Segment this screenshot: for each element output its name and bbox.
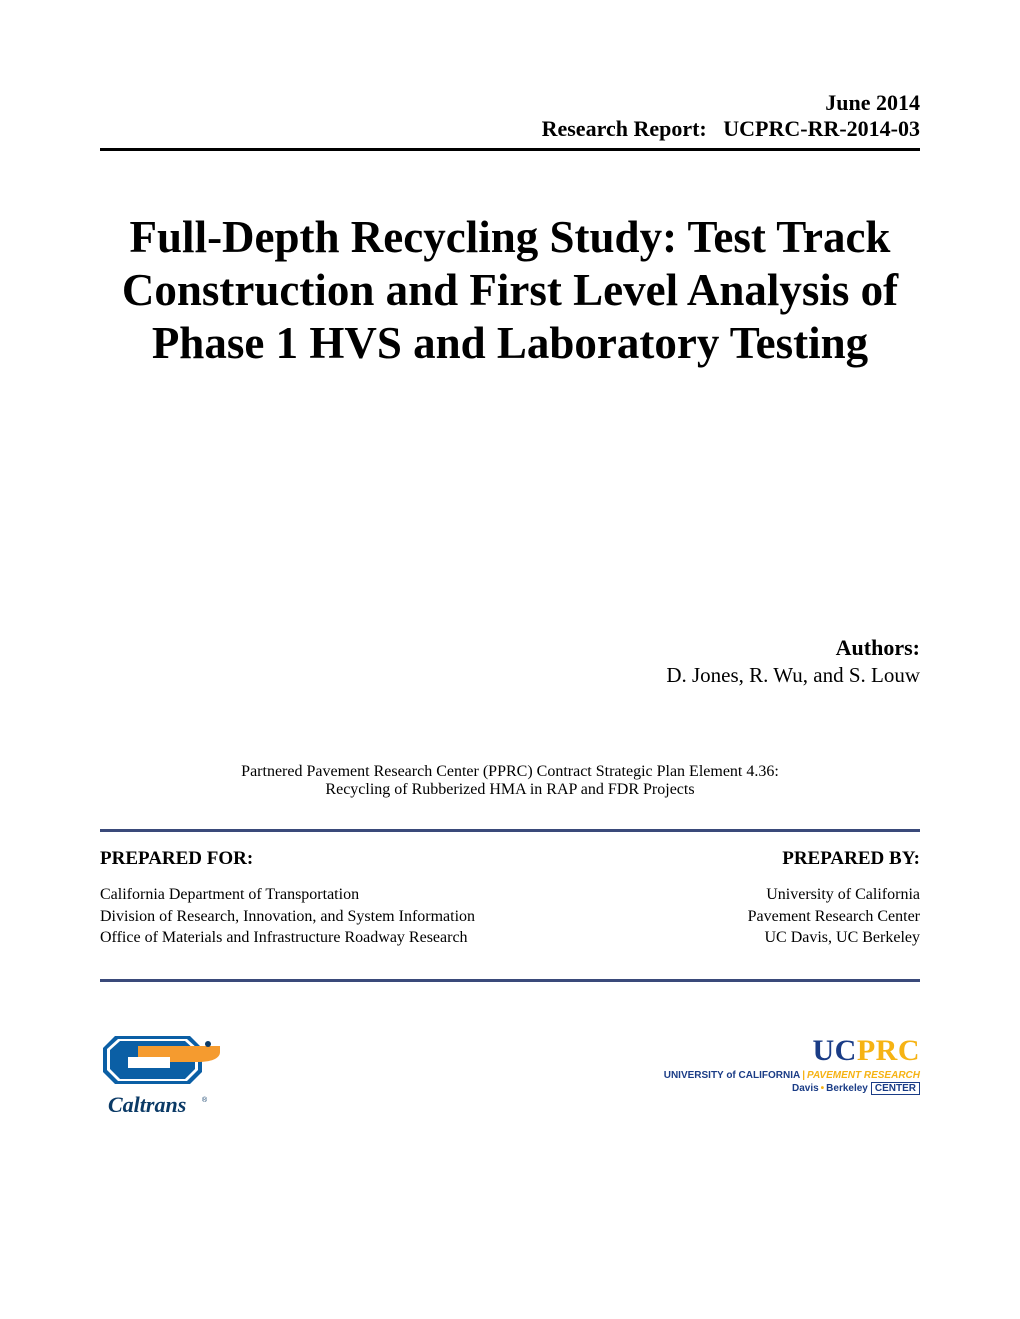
ucprc-univ-text: UNIVERSITY of CALIFORNIA bbox=[664, 1070, 800, 1081]
caltrans-logo: Caltrans ® bbox=[100, 1024, 250, 1119]
ucprc-center: CENTER bbox=[871, 1082, 920, 1095]
ucprc-mark-prc: PRC bbox=[857, 1034, 920, 1067]
ucprc-logo: UCPRC UNIVERSITY of CALIFORNIA|PAVEMENT … bbox=[575, 1034, 920, 1109]
caltrans-wordmark: Caltrans bbox=[108, 1092, 186, 1117]
prepared-for-line-2: Division of Research, Innovation, and Sy… bbox=[100, 906, 475, 928]
document-title: Full-Depth Recycling Study: Test Track C… bbox=[110, 211, 910, 370]
contract-line-2: Recycling of Rubberized HMA in RAP and F… bbox=[100, 781, 920, 799]
prepared-by-heading: PREPARED BY: bbox=[748, 848, 920, 870]
prepared-by-line-1: University of California bbox=[748, 884, 920, 906]
logos-row: Caltrans ® UCPRC UNIVERSITY of CALIFORNI… bbox=[100, 1024, 920, 1119]
authors-names: D. Jones, R. Wu, and S. Louw bbox=[100, 663, 920, 688]
header-rule bbox=[100, 148, 920, 151]
report-label: Research Report: bbox=[542, 116, 707, 141]
ucprc-line-2: Davis•BerkeleyCENTER bbox=[575, 1082, 920, 1095]
contract-line-1: Partnered Pavement Research Center (PPRC… bbox=[100, 763, 920, 781]
report-date: June 2014 bbox=[100, 90, 920, 116]
prepared-for-body: California Department of Transportation … bbox=[100, 884, 475, 949]
contract-block: Partnered Pavement Research Center (PPRC… bbox=[100, 763, 920, 799]
prepared-for-line-3: Office of Materials and Infrastructure R… bbox=[100, 927, 475, 949]
prepared-by-line-3: UC Davis, UC Berkeley bbox=[748, 927, 920, 949]
report-id: UCPRC-RR-2014-03 bbox=[723, 116, 920, 141]
ucprc-line-1: UNIVERSITY of CALIFORNIA|PAVEMENT RESEAR… bbox=[575, 1070, 920, 1081]
caltrans-logo-svg: Caltrans ® bbox=[100, 1024, 250, 1119]
authors-label: Authors: bbox=[100, 635, 920, 661]
prepared-row: PREPARED FOR: California Department of T… bbox=[100, 848, 920, 949]
prepared-by-body: University of California Pavement Resear… bbox=[748, 884, 920, 949]
ucprc-mark-uc: UC bbox=[813, 1034, 857, 1067]
prepared-for-line-1: California Department of Transportation bbox=[100, 884, 475, 906]
section-rule-top bbox=[100, 829, 920, 832]
section-rule-bottom bbox=[100, 979, 920, 982]
ucprc-berkeley: Berkeley bbox=[826, 1083, 868, 1094]
svg-text:®: ® bbox=[202, 1096, 208, 1104]
ucprc-mark: UCPRC bbox=[575, 1034, 920, 1068]
authors-block: Authors: D. Jones, R. Wu, and S. Louw bbox=[100, 635, 920, 688]
prepared-for-column: PREPARED FOR: California Department of T… bbox=[100, 848, 475, 949]
ucprc-pr-text: PAVEMENT RESEARCH bbox=[807, 1070, 920, 1081]
report-header: June 2014 Research Report: UCPRC-RR-2014… bbox=[100, 90, 920, 142]
ucprc-davis: Davis bbox=[792, 1083, 819, 1094]
prepared-for-heading: PREPARED FOR: bbox=[100, 848, 475, 870]
title-block: Full-Depth Recycling Study: Test Track C… bbox=[100, 211, 920, 370]
report-id-line: Research Report: UCPRC-RR-2014-03 bbox=[100, 116, 920, 142]
prepared-by-line-2: Pavement Research Center bbox=[748, 906, 920, 928]
prepared-by-column: PREPARED BY: University of California Pa… bbox=[748, 848, 920, 949]
